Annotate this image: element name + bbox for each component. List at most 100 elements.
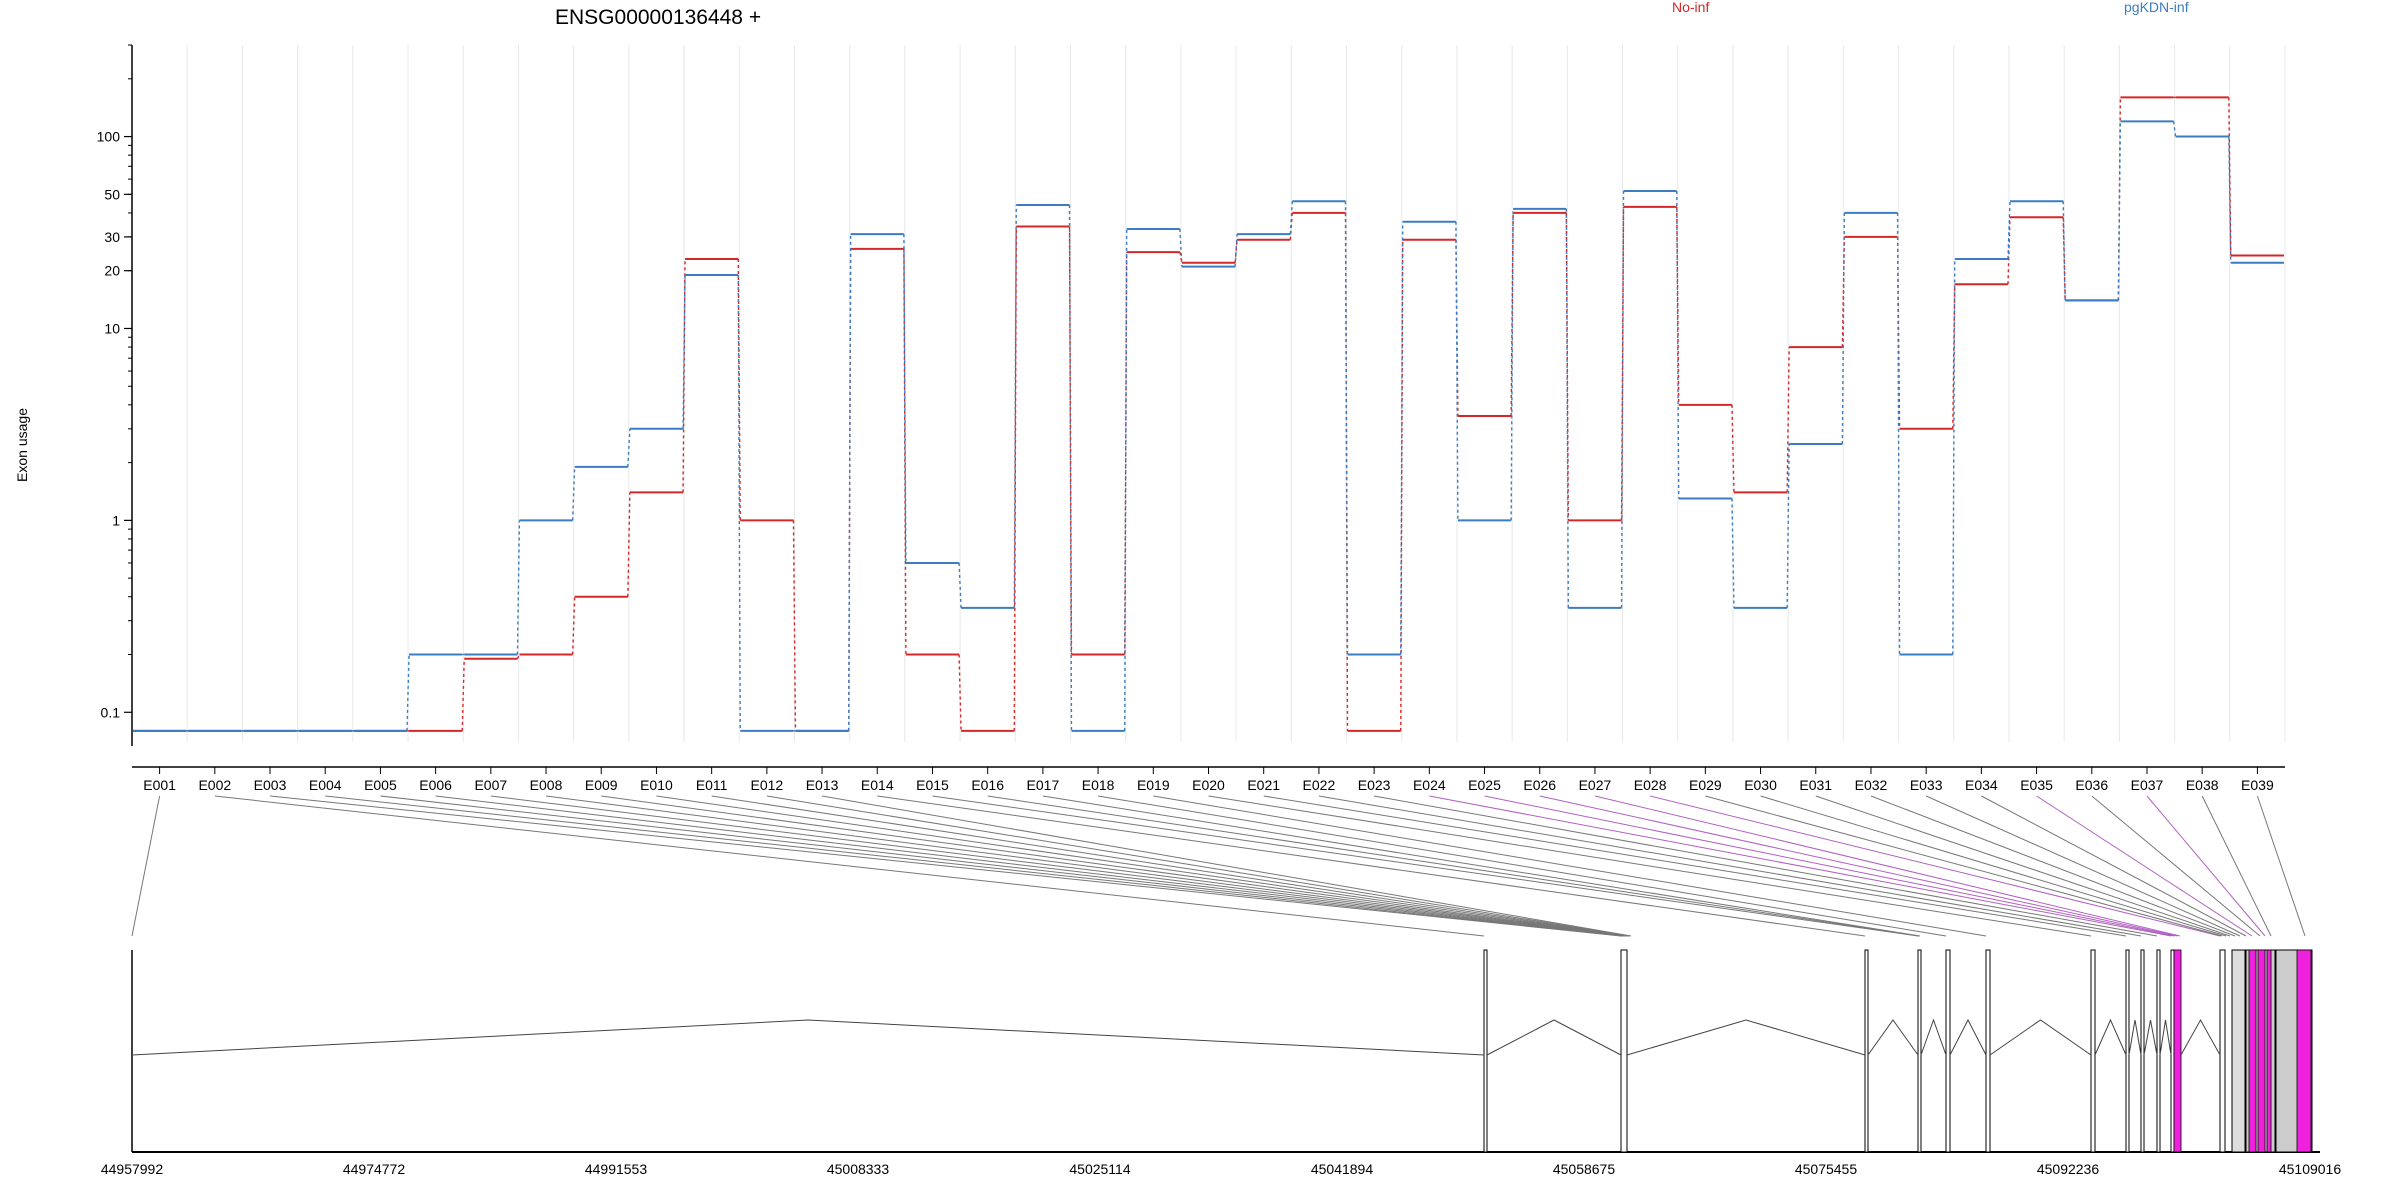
legend-entry-pgkdn-inf: pgKDN-inf [2124, 0, 2189, 15]
series-connector [958, 654, 962, 731]
y-tick-label: 20 [104, 263, 120, 279]
exon-box [2275, 949, 2299, 1153]
x-tick-label: E009 [585, 777, 618, 793]
exon-connector [1098, 795, 1947, 937]
x-tick-label: E017 [1027, 777, 1060, 793]
exon-box [2219, 949, 2226, 1153]
series-connector [1013, 226, 1017, 731]
exon-box [1985, 949, 1991, 1153]
exon-connector [987, 795, 1920, 937]
coordinate-label: 44957992 [101, 1161, 164, 1177]
x-tick-label: E018 [1082, 777, 1115, 793]
x-tick-label: E016 [971, 777, 1004, 793]
intron-arc [1867, 1019, 1919, 1056]
y-tick-label: 30 [104, 229, 120, 245]
series-connector [737, 259, 741, 521]
series-connector [406, 654, 410, 731]
intron-arc [2180, 1018, 2221, 1056]
series-connector [627, 428, 631, 467]
series-connector [1179, 251, 1183, 263]
series-connector [682, 274, 686, 429]
gene-model [131, 949, 2320, 1153]
intron-arc [2143, 1019, 2158, 1056]
intron-arc [2094, 1018, 2127, 1056]
y-tick-label: 50 [104, 186, 120, 202]
x-tick-label: E036 [2075, 777, 2108, 793]
x-tick-label: E012 [751, 777, 784, 793]
exon-connector [656, 795, 1629, 937]
y-axis: 0.1 1 10 20 30 50 100 [97, 44, 133, 746]
y-axis-label: Exon usage [14, 408, 30, 482]
exon-connector [821, 795, 1632, 937]
coordinate-label: 45109016 [2279, 1161, 2342, 1177]
series-connector [792, 520, 797, 731]
exon-connector [2256, 795, 2306, 937]
series-connector [903, 234, 907, 563]
exon-box [1620, 949, 1628, 1153]
exon-box [1483, 949, 1488, 1153]
x-tick-label: E033 [1910, 777, 1943, 793]
highlighted-exon [2296, 949, 2312, 1153]
exon-connector [325, 795, 1623, 937]
x-axis: E001 E002 E003 E004 E005 E006 E007 E008 E009 E010… [132, 766, 2285, 793]
x-tick-label: E023 [1358, 777, 1391, 793]
x-tick-label: E013 [806, 777, 839, 793]
x-tick-label: E039 [2241, 777, 2274, 793]
x-tick-label: E038 [2186, 777, 2219, 793]
series-connector [1455, 221, 1459, 521]
intron-arc [1989, 1019, 2092, 1056]
x-tick-label: E011 [696, 777, 728, 793]
series-connector [958, 562, 962, 608]
series-connector [571, 466, 576, 521]
intron-arc [2159, 1019, 2172, 1056]
series-connector [1565, 208, 1570, 608]
exon-connector [1208, 795, 2092, 937]
exon-connector [2201, 795, 2272, 937]
exon-connector [1153, 795, 1987, 937]
series-connector [1234, 239, 1238, 263]
x-tick-label: E006 [419, 777, 452, 793]
genomic-coordinate-axis: 44957992 44974772 44991553 45008333 45025114… [101, 1161, 2342, 1177]
exon-connector [1042, 795, 1921, 937]
coordinate-label: 44974772 [343, 1161, 406, 1177]
series-no-inf [133, 96, 2284, 732]
exon-connector [1815, 795, 2231, 937]
exon-box [2140, 949, 2145, 1153]
exon-connector [766, 795, 1631, 937]
exon-connector [711, 795, 1630, 937]
exon-connector [1263, 795, 2127, 937]
exon-connector [1870, 795, 2236, 937]
intron-arc [131, 1019, 1485, 1056]
series-connector [1013, 204, 1017, 608]
x-tick-label: E030 [1744, 777, 1777, 793]
legend-entry-no-inf: No-inf [1672, 0, 1709, 15]
x-tick-label: E008 [530, 777, 563, 793]
exon-connector [214, 795, 1485, 937]
y-tick-label: 0.1 [101, 704, 121, 720]
coordinate-label: 45092236 [2037, 1161, 2100, 1177]
coordinate-label: 45008333 [827, 1161, 890, 1177]
exon-connector [1925, 795, 2241, 937]
y-tick-label: 100 [97, 129, 121, 145]
y-tick-label: 1 [112, 512, 120, 528]
exon-connector [1650, 795, 2221, 937]
vertical-gridlines [131, 45, 2286, 742]
series-connector [1896, 212, 1901, 655]
highlighted-exon [2248, 949, 2257, 1153]
coordinate-label: 45025114 [1069, 1161, 1130, 1177]
exon-connector [1981, 795, 2247, 937]
x-tick-label: E001 [143, 777, 176, 793]
x-tick-label: E024 [1413, 777, 1446, 793]
exon-box [2125, 949, 2130, 1153]
exon-connector [1594, 795, 2181, 937]
exon-connector [269, 795, 1622, 937]
series-connector [903, 248, 907, 655]
series-pgkdn-inf [133, 120, 2284, 732]
series-connector [682, 259, 686, 493]
intron-arc [1626, 1019, 1866, 1056]
x-tick-label: E003 [254, 777, 287, 793]
highlighted-exon [2257, 949, 2266, 1153]
x-tick-label: E037 [2131, 777, 2164, 793]
x-tick-label: E014 [861, 777, 894, 793]
series-connector [1400, 221, 1404, 655]
